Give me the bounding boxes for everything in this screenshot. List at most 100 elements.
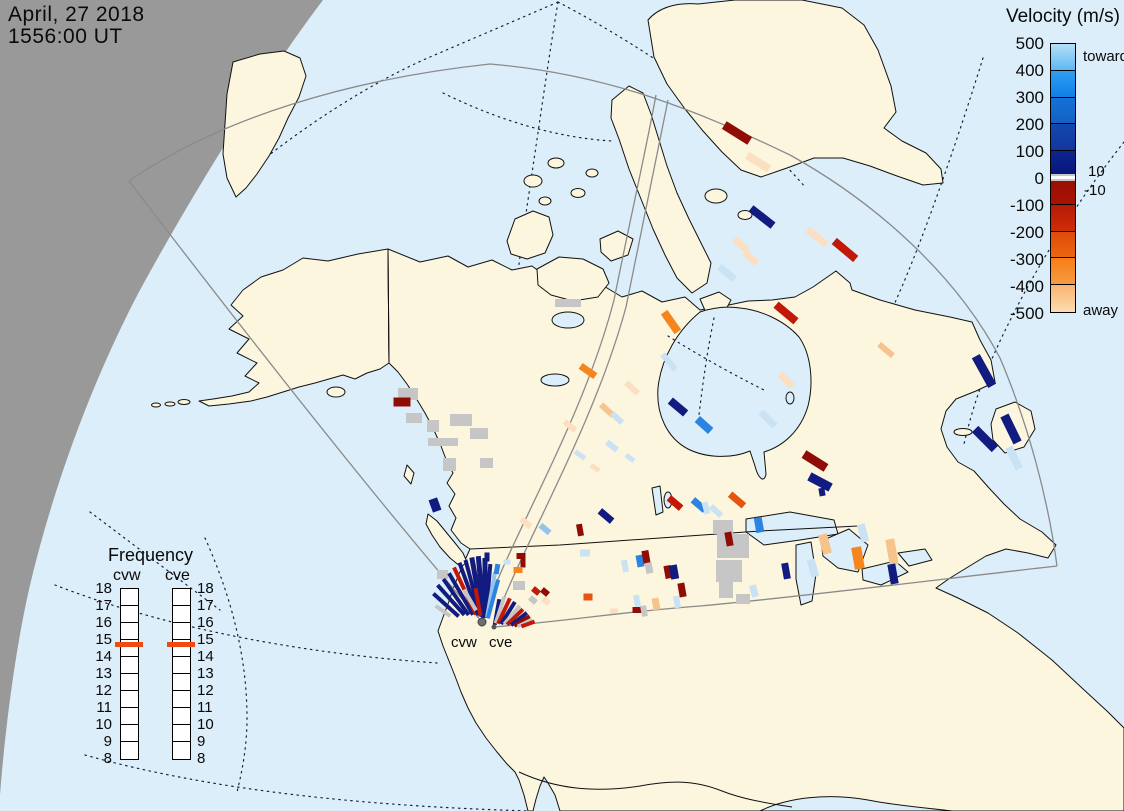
velocity-echo: [753, 516, 765, 534]
velocity-tick-label: 400: [1015, 61, 1044, 80]
frequency-tick-label-left: 12: [95, 682, 112, 699]
velocity-echo: [578, 362, 598, 380]
velocity-echo: [749, 584, 759, 598]
arctic-island: [570, 188, 586, 198]
frequency-tick-label-right: 9: [197, 733, 206, 750]
velocity-echo: [885, 538, 899, 566]
velocity-echo: [583, 593, 593, 601]
frequency-tick-label-left: 8: [103, 750, 112, 767]
velocity-echo: [519, 516, 533, 530]
velocity-echo: [496, 597, 512, 625]
lake-ontario: [897, 548, 933, 567]
frequency-tick-label-right: 10: [197, 716, 214, 733]
frequency-scale-cell: [173, 725, 190, 742]
inland-water-layer: [540, 306, 953, 811]
velocity-echo: [641, 549, 651, 565]
aleutian-island: [164, 401, 176, 407]
velocity-echo: [499, 600, 517, 626]
velocity-echo: [806, 558, 820, 578]
arctic-island: [704, 188, 728, 204]
velocity-echo: [462, 588, 478, 612]
ground-scatter-patch: [555, 299, 581, 307]
landmass-alaska: [198, 248, 390, 407]
velocity-colorbar-segment: [1051, 231, 1075, 259]
arctic-island: [585, 168, 599, 178]
frequency-scale-cell: [121, 640, 138, 657]
frequency-scale-cell: [173, 657, 190, 674]
frequency-scale-cell: [173, 708, 190, 725]
frequency-scale-cell: [121, 742, 138, 759]
ground-scatter-patch: [470, 428, 488, 439]
arctic-island: [547, 157, 565, 169]
velocity-echo: [748, 205, 776, 229]
velocity-echo: [597, 508, 615, 524]
velocity-echo: [781, 562, 791, 580]
velocity-echo: [513, 614, 531, 628]
velocity-echo: [724, 531, 734, 547]
landmass-chukotka: [222, 50, 307, 198]
ground-scatter-patch: [427, 420, 439, 432]
borders-layer: [387, 248, 859, 808]
velocity-echo: [434, 604, 452, 618]
velocity-echo: [831, 237, 859, 263]
velocity-tick-label: 0: [1034, 169, 1044, 188]
velocity-tick-label: -400: [1009, 277, 1044, 296]
frequency-scale-cell: [121, 691, 138, 708]
away-label: away: [1083, 302, 1119, 319]
gulf-of-mexico: [759, 796, 953, 811]
frequency-scale-cvw: [120, 588, 139, 760]
velocity-tick-label: -500: [1009, 304, 1044, 323]
frequency-tick-label-left: 10: [95, 716, 112, 733]
velocity-echo: [573, 449, 587, 461]
ground-scatter-patch: [717, 534, 749, 558]
velocity-legend-title: Velocity (m/s): [1005, 6, 1120, 27]
velocity-echo: [609, 411, 625, 425]
velocity-tick-label: 500: [1015, 34, 1044, 53]
frequency-scale-cell: [173, 742, 190, 759]
frequency-tick-label-left: 9: [103, 733, 112, 750]
velocity-echo: [538, 522, 552, 536]
frequency-scale-cve: [172, 588, 191, 760]
landmass-somerset: [599, 230, 634, 262]
velocity-echo: [540, 587, 550, 597]
velocity-echo: [1000, 413, 1022, 445]
velocity-colorbar-segment: [1051, 124, 1075, 152]
velocity-echo: [668, 564, 680, 580]
velocity-echo: [818, 487, 826, 497]
frequency-column-label-cve: cve: [165, 567, 190, 584]
aleutian-island: [177, 399, 191, 405]
velocity-echo: [473, 587, 483, 617]
landmass-ellesmere-greenland: [647, 0, 944, 186]
velocity-echo: [621, 559, 629, 573]
velocity-echo: [758, 409, 778, 429]
frequency-legend-title: Frequency: [108, 545, 194, 565]
border-us-mexico: [518, 771, 793, 808]
velocity-tick-label: 300: [1015, 88, 1044, 107]
velocity-echo: [660, 352, 678, 372]
velocity-echo: [624, 453, 636, 463]
velocity-echo: [666, 495, 684, 511]
belcher-islands: [785, 391, 795, 405]
velocity-echo: [447, 572, 475, 616]
velocity-echo: [520, 558, 526, 568]
velocity-echo: [505, 607, 525, 627]
velocity-colorbar-segment: [1051, 258, 1075, 286]
ground-scatter-patch: [719, 582, 733, 598]
velocity-echo: [701, 501, 711, 515]
frequency-scale-cell: [173, 674, 190, 691]
velocity-echo: [485, 572, 497, 618]
velocity-echo: [503, 559, 511, 565]
plot-date: April, 27 2018: [8, 3, 145, 26]
velocity-echo: [428, 497, 442, 513]
velocity-echo: [818, 533, 832, 555]
frequency-scale-cell: [121, 589, 138, 606]
velocity-echo: [773, 301, 799, 325]
aleutian-island: [151, 402, 161, 408]
ground-scatter-patch: [513, 581, 525, 590]
lake-michigan: [795, 541, 817, 606]
velocity-echo: [801, 450, 829, 472]
night-terminator-shading: [0, 0, 323, 795]
velocity-colorbar-segment: [1051, 97, 1075, 125]
frequency-tick-label-right: 17: [197, 597, 214, 614]
velocity-echo: [640, 605, 648, 617]
